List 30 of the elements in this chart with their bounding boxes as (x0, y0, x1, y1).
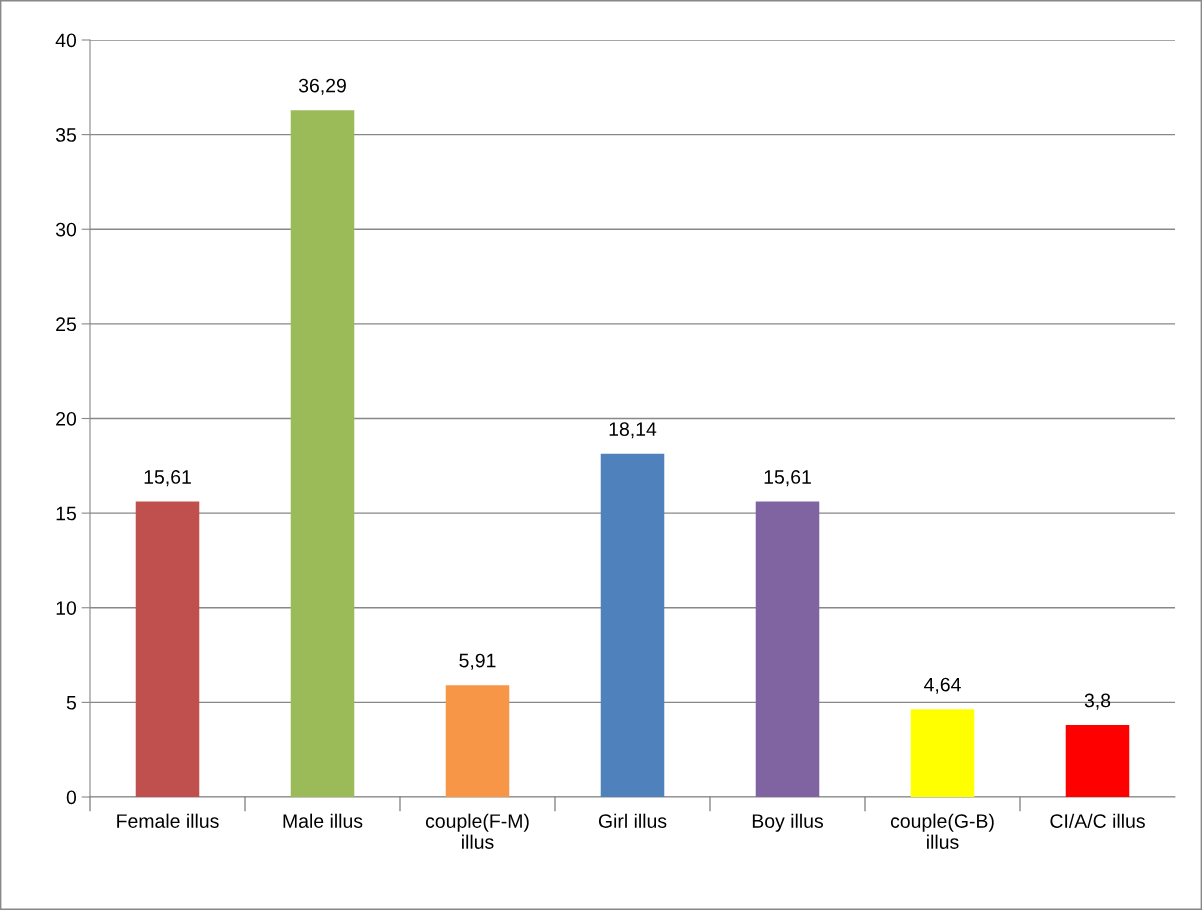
y-tick-label: 40 (55, 33, 77, 48)
data-label: 4,64 (924, 677, 961, 694)
x-tick-label: couple(G-B) illus (890, 813, 994, 849)
bar (290, 110, 355, 797)
y-tick-label: 35 (55, 128, 76, 142)
x-tick-label: couple(F-M) illus (425, 813, 529, 849)
data-label: 15,61 (764, 470, 811, 487)
x-tick-label: Boy illus (752, 813, 823, 832)
y-tick-label: 15 (56, 506, 76, 521)
data-label: 5,91 (459, 653, 496, 670)
data-label: 18,14 (609, 422, 657, 439)
bar (445, 685, 510, 797)
bar (135, 501, 200, 797)
data-label: 3,8 (1084, 693, 1111, 710)
bar (600, 453, 665, 797)
data-label: 15,61 (144, 470, 191, 487)
bar (1065, 725, 1130, 797)
bar (910, 709, 975, 797)
y-tick-label: 0 (66, 790, 77, 805)
data-label: 36,29 (298, 78, 346, 95)
x-tick-label: Male illus (283, 813, 363, 828)
x-tick-label: CI/A/C illus (1050, 813, 1145, 828)
y-tick-label: 20 (56, 411, 77, 426)
y-tick-label: 25 (56, 317, 76, 332)
y-tick-label: 10 (56, 601, 77, 615)
x-tick-label: Female illus (117, 813, 219, 828)
x-tick-label: Girl illus (598, 813, 667, 828)
y-tick-label: 5 (66, 696, 76, 710)
bar (755, 501, 820, 797)
y-tick-label: 30 (55, 222, 77, 237)
